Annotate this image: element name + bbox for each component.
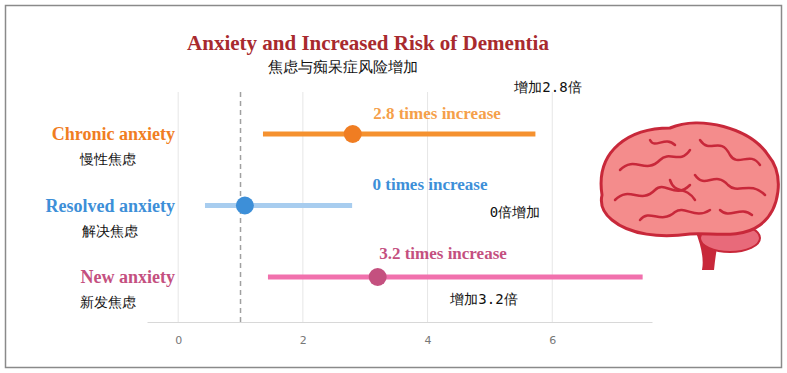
chart: Anxiety and Increased Risk of Dementia 焦虑… — [0, 0, 787, 373]
interval — [263, 132, 535, 137]
brain-icon — [601, 123, 778, 270]
category-label: Chronic anxiety — [52, 124, 175, 144]
subtitle: 焦虑与痴呆症风险增加 — [268, 58, 418, 76]
annotation-zh: 0倍增加 — [490, 204, 540, 220]
category-label-zh: 解决焦虑 — [82, 223, 138, 239]
title: Anxiety and Increased Risk of Dementia — [187, 31, 549, 55]
category-label: Resolved anxiety — [46, 196, 176, 216]
tick-label: 0 — [175, 334, 182, 347]
x-axis: 0 2 4 6 — [148, 322, 653, 347]
grid-line — [552, 92, 553, 322]
category-label-zh: 新发焦虑 — [80, 294, 136, 310]
tick: 4 — [425, 322, 432, 347]
brain-fold — [720, 210, 752, 215]
category-label-zh: 慢性焦虑 — [79, 151, 136, 167]
brain-fold — [615, 185, 690, 200]
frame — [6, 6, 782, 368]
grid-line — [427, 92, 428, 322]
tick-label: 4 — [425, 334, 432, 347]
axis-line — [148, 322, 653, 323]
tick: 2 — [300, 322, 307, 347]
tick-label: 6 — [549, 334, 556, 347]
plot-area — [178, 92, 642, 322]
grid-line — [178, 92, 179, 322]
point — [344, 125, 362, 143]
brain-fold — [695, 175, 765, 195]
category-label: New anxiety — [81, 267, 175, 287]
annotation: 3.2 times increase — [379, 244, 507, 263]
tick: 6 — [549, 322, 556, 347]
interval — [205, 203, 352, 208]
tick: 0 — [175, 322, 182, 347]
annotation: 2.8 times increase — [373, 104, 501, 123]
brain-fold — [650, 140, 675, 145]
annotation-zh: 增加3.2倍 — [449, 291, 517, 307]
brain-fold — [700, 140, 760, 165]
tick-label: 2 — [300, 334, 307, 347]
brain-fold — [640, 210, 710, 220]
annotation: 0 times increase — [373, 175, 488, 194]
brain-fold — [620, 150, 690, 170]
point — [369, 268, 387, 286]
point — [236, 197, 254, 215]
interval — [268, 275, 643, 280]
brain-cerebrum — [601, 123, 778, 236]
annotation-zh: 增加2.8倍 — [513, 79, 581, 95]
brain-fold — [670, 180, 695, 200]
